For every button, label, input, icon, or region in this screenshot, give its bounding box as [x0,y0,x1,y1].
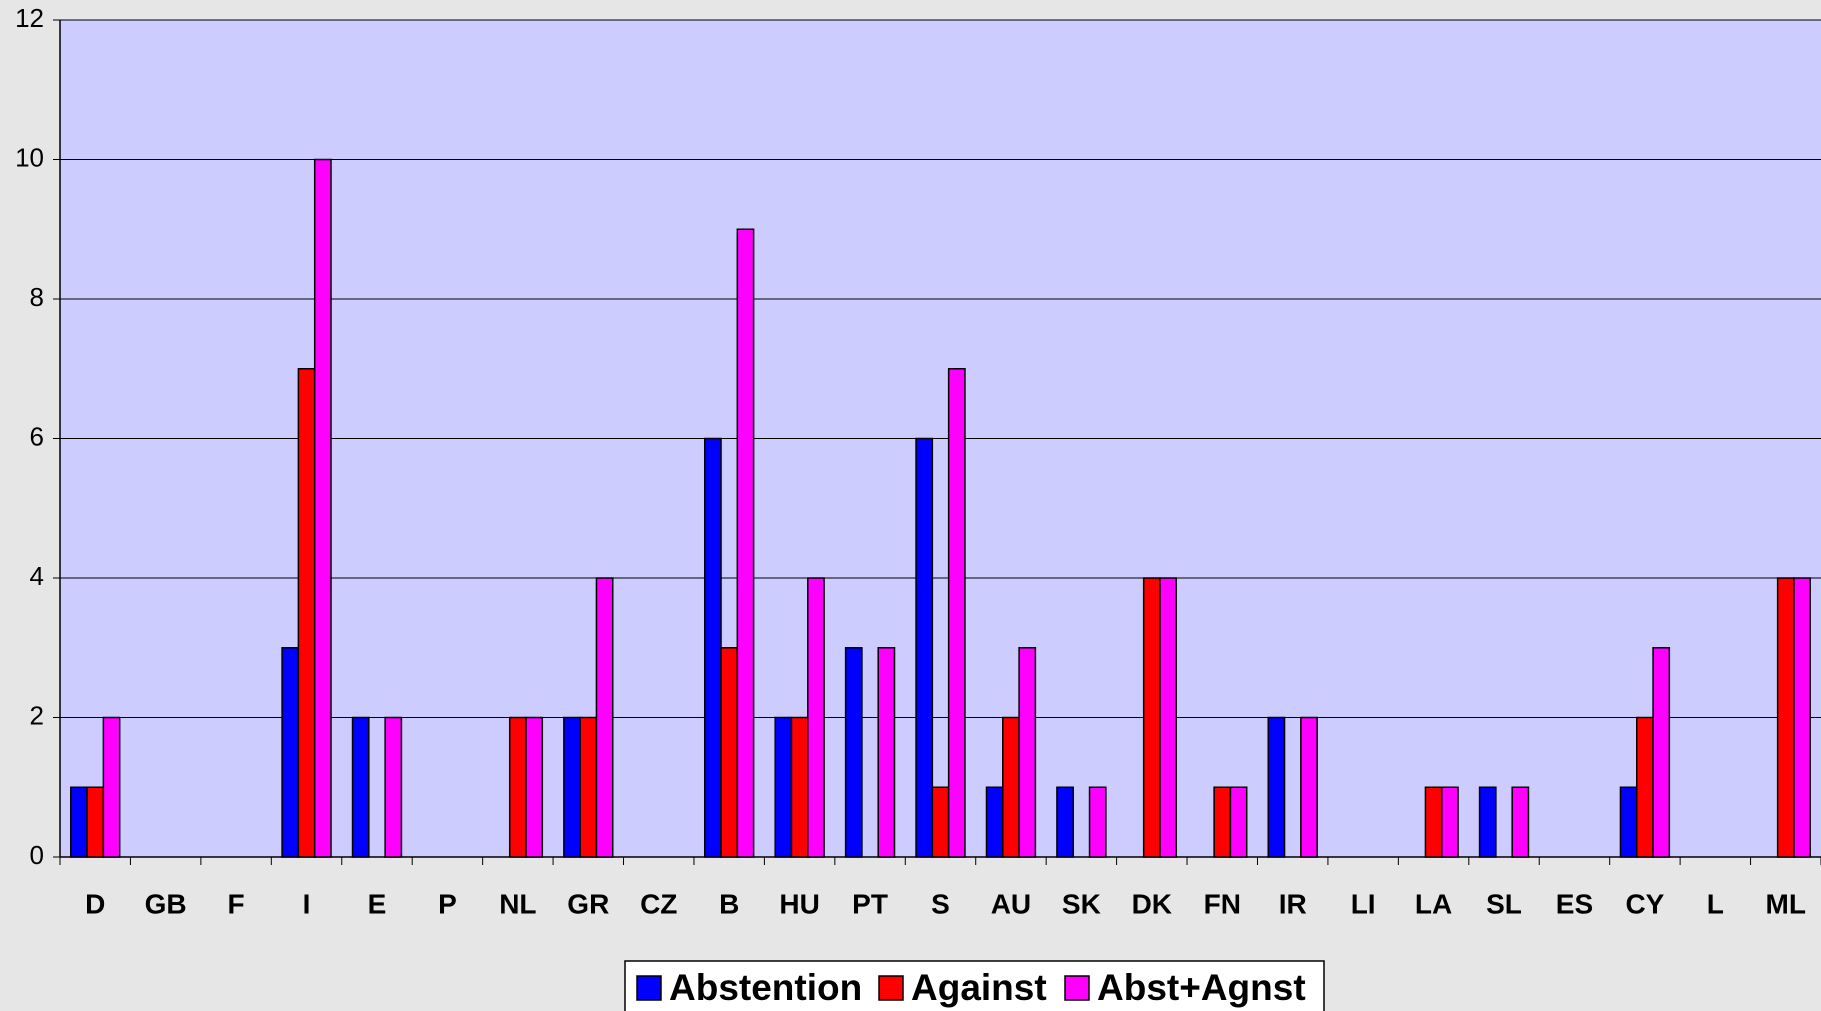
bar [947,368,966,858]
x-tick-label: I [303,888,311,919]
x-tick-label: DK [1132,888,1172,919]
bar [931,786,950,858]
x-tick-label: GR [567,888,609,919]
bar [1056,786,1074,858]
bar [703,437,722,858]
bar [579,716,598,858]
bar [1652,647,1671,858]
bar [351,716,370,858]
bar [915,437,934,858]
bar [1793,577,1811,858]
x-tick-label: CZ [640,888,677,919]
y-tick-label: 6 [30,421,44,451]
x-tick-label: NL [499,888,536,919]
bar [1300,716,1318,858]
legend-swatch [878,975,904,1001]
bar [313,158,332,858]
x-tick-label: ES [1556,888,1593,919]
bar [720,647,739,858]
bar [807,577,825,858]
bar [102,716,121,858]
x-tick-label: P [438,888,457,919]
bar [985,786,1004,858]
bar [877,647,896,858]
legend-swatch [1064,975,1090,1001]
x-tick-label: FN [1204,888,1241,919]
x-tick-label: F [228,888,245,919]
x-tick-label: IR [1279,888,1307,919]
legend-label: Abst+Agnst [1097,967,1306,1008]
bar [1018,647,1037,858]
x-tick-label: AU [991,888,1031,919]
bar [736,228,755,858]
legend-box [624,960,1325,1011]
y-tick-label: 12 [15,3,44,33]
x-tick-label: PT [852,888,888,919]
bar [790,716,809,858]
bar [1619,786,1638,858]
bar [563,716,581,858]
y-tick-label: 0 [30,840,44,870]
x-tick-label: S [931,888,950,919]
bar [1142,577,1161,858]
bar [844,647,863,858]
legend-swatch [636,975,662,1001]
bar [595,577,614,858]
x-tick-label: L [1707,888,1724,919]
bar [1511,786,1530,858]
bar [508,716,527,858]
bar [525,716,544,858]
bar [70,786,88,858]
bar [1002,716,1020,858]
x-tick-label: D [85,888,105,919]
bar [1440,786,1459,858]
x-tick-label: CY [1625,888,1664,919]
x-tick-label: SK [1062,888,1101,919]
x-tick-label: HU [779,888,819,919]
y-tick-label: 4 [30,561,44,591]
y-tick-label: 8 [30,282,44,312]
x-tick-label: ML [1766,888,1806,919]
legend-label: Abstention [669,967,862,1008]
bar [1267,716,1286,858]
x-tick-label: SL [1486,888,1522,919]
x-tick-label: E [368,888,387,919]
y-tick-label: 2 [30,700,44,730]
bar [1776,577,1795,858]
bar [1636,716,1654,858]
legend-label: Against [911,967,1047,1008]
bar [1088,786,1107,858]
bar [1213,786,1232,858]
bar [86,786,105,858]
bar [1478,786,1497,858]
bar [1159,577,1178,858]
x-tick-label: B [719,888,739,919]
bar [774,716,793,858]
bar [384,716,403,858]
x-tick-label: GB [145,888,187,919]
x-tick-label: LI [1351,888,1376,919]
bar [297,368,316,858]
y-tick-label: 10 [15,142,44,172]
bar [1229,786,1248,858]
bar [281,647,300,858]
bar [1424,786,1443,858]
x-tick-label: LA [1415,888,1452,919]
